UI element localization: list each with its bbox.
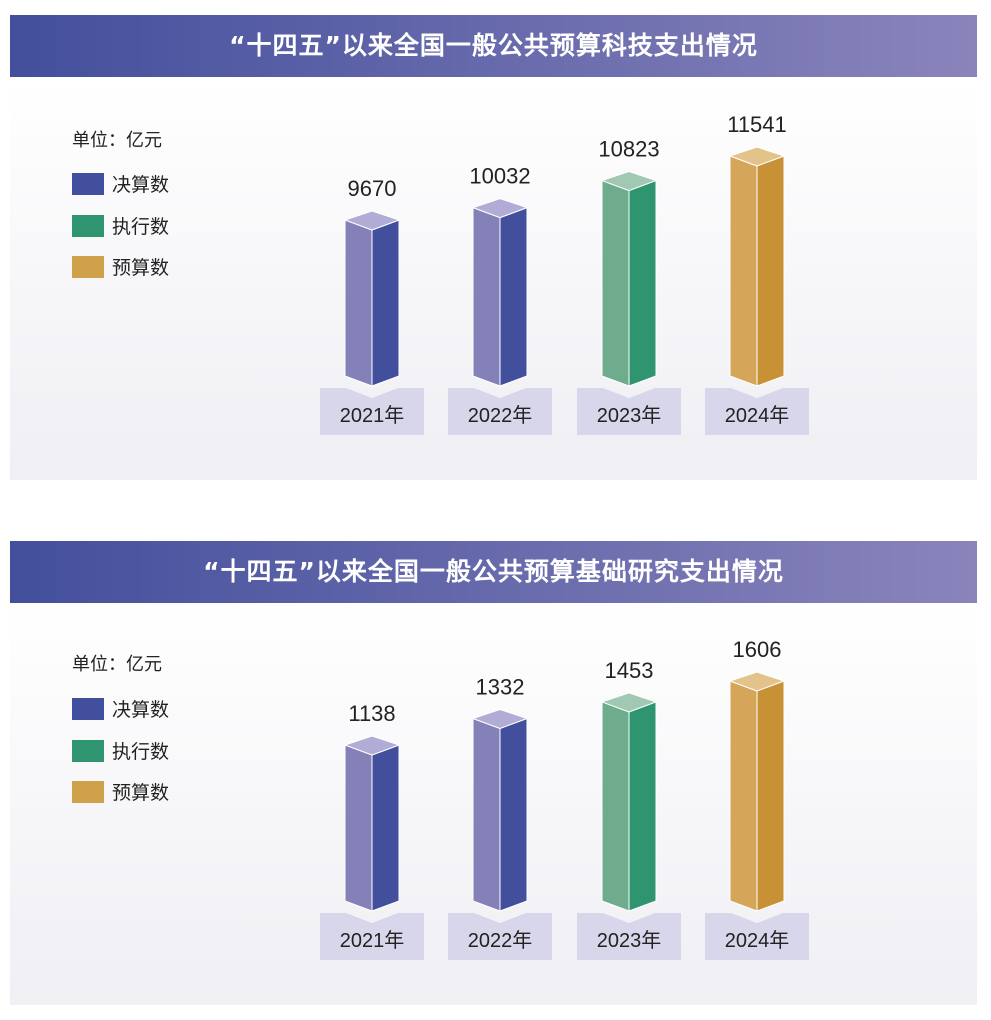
value-label: 1453 bbox=[605, 658, 654, 683]
category-label: 2023年 bbox=[597, 404, 662, 427]
category-label: 2021年 bbox=[340, 404, 405, 427]
bar-right-face bbox=[499, 206, 528, 387]
category-label: 2023年 bbox=[597, 929, 662, 952]
bar-right-face bbox=[628, 179, 657, 387]
legend-label: 执行数 bbox=[112, 216, 170, 238]
bar-top-face bbox=[471, 198, 529, 219]
category-label: 2024年 bbox=[725, 929, 790, 952]
category-label-box bbox=[577, 913, 681, 960]
chart2-legend-exec: 执行数 bbox=[72, 737, 169, 764]
bar-right-face bbox=[371, 744, 400, 912]
chart1-legend-final: 决算数 bbox=[72, 170, 169, 197]
chart2-legend-final: 决算数 bbox=[72, 695, 169, 722]
value-label: 1332 bbox=[476, 674, 525, 699]
bar-left-face bbox=[729, 680, 758, 912]
legend-label: 执行数 bbox=[112, 741, 170, 763]
bar-top-face bbox=[343, 210, 401, 231]
chart2-unit: 单位：亿元 bbox=[72, 654, 162, 675]
value-label: 1606 bbox=[733, 637, 782, 662]
category-label-box bbox=[320, 913, 424, 960]
chart2-legend-budget: 预算数 bbox=[72, 778, 169, 805]
chart2-plot: 2021年 1138 2022年 1332 2023年 1453 2024年 1606 bbox=[320, 637, 809, 960]
bar-top-face bbox=[600, 692, 658, 713]
chart1-plot: 2021年 9670 2022年 10032 2023年 10823 2024年 11541 bbox=[320, 112, 809, 435]
legend-swatch bbox=[72, 697, 104, 720]
category-label-box bbox=[705, 388, 809, 435]
bar-right-face bbox=[371, 219, 400, 387]
bar-top-face bbox=[728, 146, 786, 167]
legend-swatch bbox=[72, 780, 104, 803]
chart1-legend-exec: 执行数 bbox=[72, 212, 169, 239]
bar-right-face bbox=[756, 680, 785, 912]
bar-right-face bbox=[756, 155, 785, 387]
bar-left-face bbox=[472, 717, 501, 912]
chart1-unit: 单位：亿元 bbox=[72, 130, 162, 151]
legend-label: 预算数 bbox=[112, 257, 170, 279]
bar-top-face bbox=[343, 735, 401, 756]
category-label: 2022年 bbox=[468, 404, 533, 427]
chart1-title: “十四五”以来全国一般公共预算科技支出情况 bbox=[10, 15, 977, 77]
legend-swatch bbox=[72, 214, 104, 237]
category-label-box bbox=[448, 913, 552, 960]
category-label-box bbox=[577, 388, 681, 435]
bar-left-face bbox=[601, 179, 630, 387]
bar-top-face bbox=[471, 708, 529, 730]
bar-left-face bbox=[344, 744, 373, 912]
value-label: 1138 bbox=[348, 701, 395, 726]
category-label: 2022年 bbox=[468, 929, 533, 952]
legend-swatch bbox=[72, 172, 104, 195]
legend-label: 决算数 bbox=[112, 174, 170, 196]
category-label-box bbox=[705, 913, 809, 960]
chart1-legend-budget: 预算数 bbox=[72, 253, 169, 280]
bar-left-face bbox=[472, 206, 501, 387]
bar-right-face bbox=[499, 717, 528, 912]
value-label: 10823 bbox=[598, 137, 659, 162]
value-label: 11541 bbox=[727, 112, 787, 137]
bar-right-face bbox=[628, 701, 657, 912]
category-label-box bbox=[448, 388, 552, 435]
legend-swatch bbox=[72, 255, 104, 278]
category-label: 2021年 bbox=[340, 929, 405, 952]
bar-top-face bbox=[728, 671, 786, 692]
bar-left-face bbox=[601, 701, 630, 912]
legend-label: 决算数 bbox=[112, 699, 170, 721]
value-label: 10032 bbox=[469, 164, 530, 189]
category-label: 2024年 bbox=[725, 404, 790, 427]
value-label: 9670 bbox=[348, 176, 397, 201]
bar-top-face bbox=[600, 171, 658, 192]
chart2-title: “十四五”以来全国一般公共预算基础研究支出情况 bbox=[10, 541, 977, 603]
category-label-box bbox=[320, 388, 424, 435]
bar-left-face bbox=[344, 219, 373, 387]
legend-label: 预算数 bbox=[112, 782, 170, 804]
bar-left-face bbox=[729, 155, 758, 387]
legend-swatch bbox=[72, 739, 104, 762]
